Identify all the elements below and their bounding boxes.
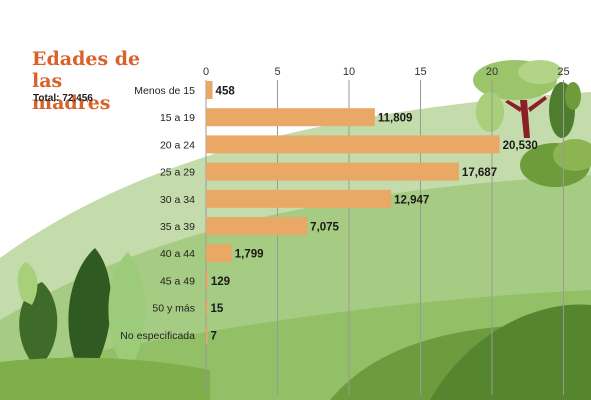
value-label: 12,947	[394, 194, 429, 206]
value-label: 11,809	[378, 113, 413, 125]
bar	[206, 135, 500, 154]
category-label: 25 a 29	[160, 167, 195, 179]
axis-tick-label: 15	[414, 66, 426, 78]
bar	[206, 108, 375, 127]
category-label: 40 a 44	[160, 248, 195, 260]
axis-tick-label: 5	[274, 66, 280, 78]
value-label: 1,799	[235, 249, 264, 261]
value-label: 129	[211, 276, 230, 288]
axis-tick-label: 25	[557, 66, 569, 78]
bar	[206, 271, 208, 290]
bar	[206, 244, 232, 263]
category-label: Menos de 15	[134, 85, 195, 97]
chart-title: Edades de las madres	[32, 48, 141, 114]
value-label: 458	[216, 86, 236, 98]
axis-tick-label: 10	[343, 66, 355, 78]
category-label: 15 a 19	[160, 112, 195, 124]
category-label: 20 a 24	[160, 139, 195, 151]
axis-tick-label: 20	[486, 66, 498, 78]
category-label: 45 a 49	[160, 275, 195, 287]
bar	[206, 189, 392, 208]
value-label: 7,075	[310, 222, 339, 234]
value-label: 17,687	[462, 167, 497, 179]
value-label: 20,530	[503, 140, 538, 152]
total-label: Total: 72,456	[33, 93, 93, 104]
bar	[206, 162, 459, 181]
value-label: 15	[211, 303, 224, 315]
category-label: 35 a 39	[160, 221, 195, 233]
bar	[206, 81, 213, 99]
bar	[206, 217, 308, 235]
bar	[206, 325, 208, 344]
axis-tick-label: 0	[203, 66, 209, 78]
bar	[206, 298, 208, 317]
value-label: 7	[211, 330, 217, 342]
category-label: No especificada	[120, 330, 195, 342]
category-label: 30 a 34	[160, 194, 195, 206]
category-label: 50 y más	[152, 303, 195, 315]
